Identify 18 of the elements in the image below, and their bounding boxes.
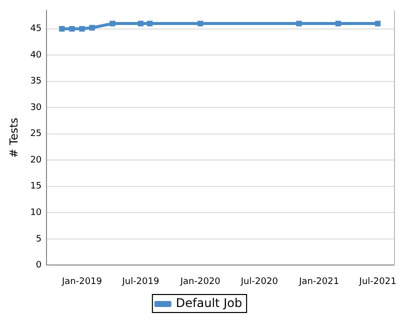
- y-tick-label: 25: [30, 129, 42, 140]
- y-tick-label: 30: [30, 102, 42, 113]
- y-tick-label: 45: [30, 24, 42, 34]
- legend-label: Default Job: [176, 296, 242, 310]
- y-axis-title: # Tests: [7, 117, 20, 158]
- x-tick-label: Jan-2019: [60, 276, 102, 287]
- x-tick-label: Jul-2020: [240, 276, 278, 287]
- x-tick-label: Jan-2020: [179, 276, 221, 287]
- x-tick-label: Jan-2021: [298, 276, 340, 287]
- y-tick-label: 15: [30, 182, 42, 192]
- x-tick-label: Jul-2021: [358, 276, 396, 287]
- y-tick-label: 20: [30, 155, 42, 166]
- x-tick-label: Jul-2019: [121, 276, 160, 287]
- y-tick-label: 10: [30, 208, 42, 218]
- y-tick-label: 40: [30, 50, 42, 60]
- y-tick-label: 35: [30, 76, 42, 87]
- y-tick-label: 0: [36, 260, 42, 271]
- y-tick-label: 5: [36, 234, 42, 244]
